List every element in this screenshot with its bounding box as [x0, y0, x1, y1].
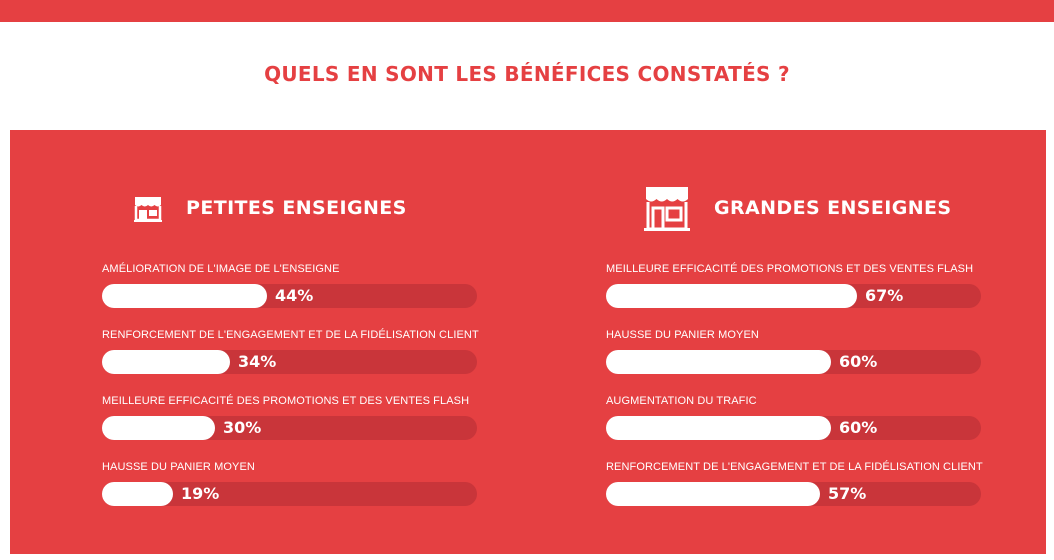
bar-label: MEILLEURE EFFICACITÉ DES PROMOTIONS ET D… — [102, 395, 470, 407]
bar-track: 44% — [102, 284, 477, 308]
bar-fill — [606, 416, 831, 440]
bar-percentage: 34% — [238, 352, 277, 371]
bar-track: 19% — [102, 482, 477, 506]
list-item: MEILLEURE EFFICACITÉ DES PROMOTIONS ET D… — [102, 394, 482, 440]
page-title: QUELS EN SONT LES BÉNÉFICES CONSTATÉS ? — [264, 62, 790, 86]
bar-percentage: 44% — [275, 286, 314, 305]
bar-track: 30% — [102, 416, 477, 440]
list-item: HAUSSE DU PANIER MOYEN 19% — [102, 460, 482, 506]
bar-track: 67% — [606, 284, 981, 308]
bar-track: 60% — [606, 416, 981, 440]
top-banner-strip — [0, 0, 1054, 22]
list-item: MEILLEURE EFFICACITÉ DES PROMOTIONS ET D… — [606, 262, 986, 308]
bar-label: HAUSSE DU PANIER MOYEN — [102, 461, 255, 473]
column-title: PETITES ENSEIGNES — [186, 197, 407, 219]
bar-track: 60% — [606, 350, 981, 374]
list-item: AMÉLIORATION DE L'IMAGE DE L'ENSEIGNE 44… — [102, 262, 482, 308]
list-item: RENFORCEMENT DE L'ENGAGEMENT ET DE LA FI… — [102, 328, 482, 374]
bar-fill — [606, 350, 831, 374]
bar-percentage: 60% — [839, 352, 878, 371]
bar-percentage: 57% — [828, 484, 867, 503]
list-item: RENFORCEMENT DE L'ENGAGEMENT ET DE LA FI… — [606, 460, 986, 506]
bar-label: AUGMENTATION DU TRAFIC — [606, 395, 757, 407]
bar-percentage: 67% — [865, 286, 904, 305]
bar-fill — [606, 482, 820, 506]
bar-label: RENFORCEMENT DE L'ENGAGEMENT ET DE LA FI… — [606, 461, 983, 473]
bar-percentage: 19% — [181, 484, 220, 503]
bar-track: 34% — [102, 350, 477, 374]
list-item: AUGMENTATION DU TRAFIC 60% — [606, 394, 986, 440]
bar-label: AMÉLIORATION DE L'IMAGE DE L'ENSEIGNE — [102, 263, 340, 275]
bar-track: 57% — [606, 482, 981, 506]
bar-percentage: 30% — [223, 418, 262, 437]
bar-fill — [102, 284, 267, 308]
bar-fill — [102, 482, 173, 506]
bar-fill — [606, 284, 857, 308]
bar-fill — [102, 350, 230, 374]
list-item: HAUSSE DU PANIER MOYEN 60% — [606, 328, 986, 374]
bar-percentage: 60% — [839, 418, 878, 437]
large-store-icon — [642, 183, 692, 233]
small-store-icon — [132, 192, 164, 224]
benefits-panel: PETITES ENSEIGNES AMÉLIORATION DE L'IMAG… — [10, 130, 1046, 554]
bar-label: MEILLEURE EFFICACITÉ DES PROMOTIONS ET D… — [606, 263, 974, 275]
bar-fill — [102, 416, 215, 440]
bar-label: HAUSSE DU PANIER MOYEN — [606, 329, 759, 341]
column-title: GRANDES ENSEIGNES — [714, 197, 952, 219]
column-header: GRANDES ENSEIGNES — [642, 180, 951, 236]
column-header: PETITES ENSEIGNES — [132, 180, 407, 236]
bar-label: RENFORCEMENT DE L'ENGAGEMENT ET DE LA FI… — [102, 329, 479, 341]
